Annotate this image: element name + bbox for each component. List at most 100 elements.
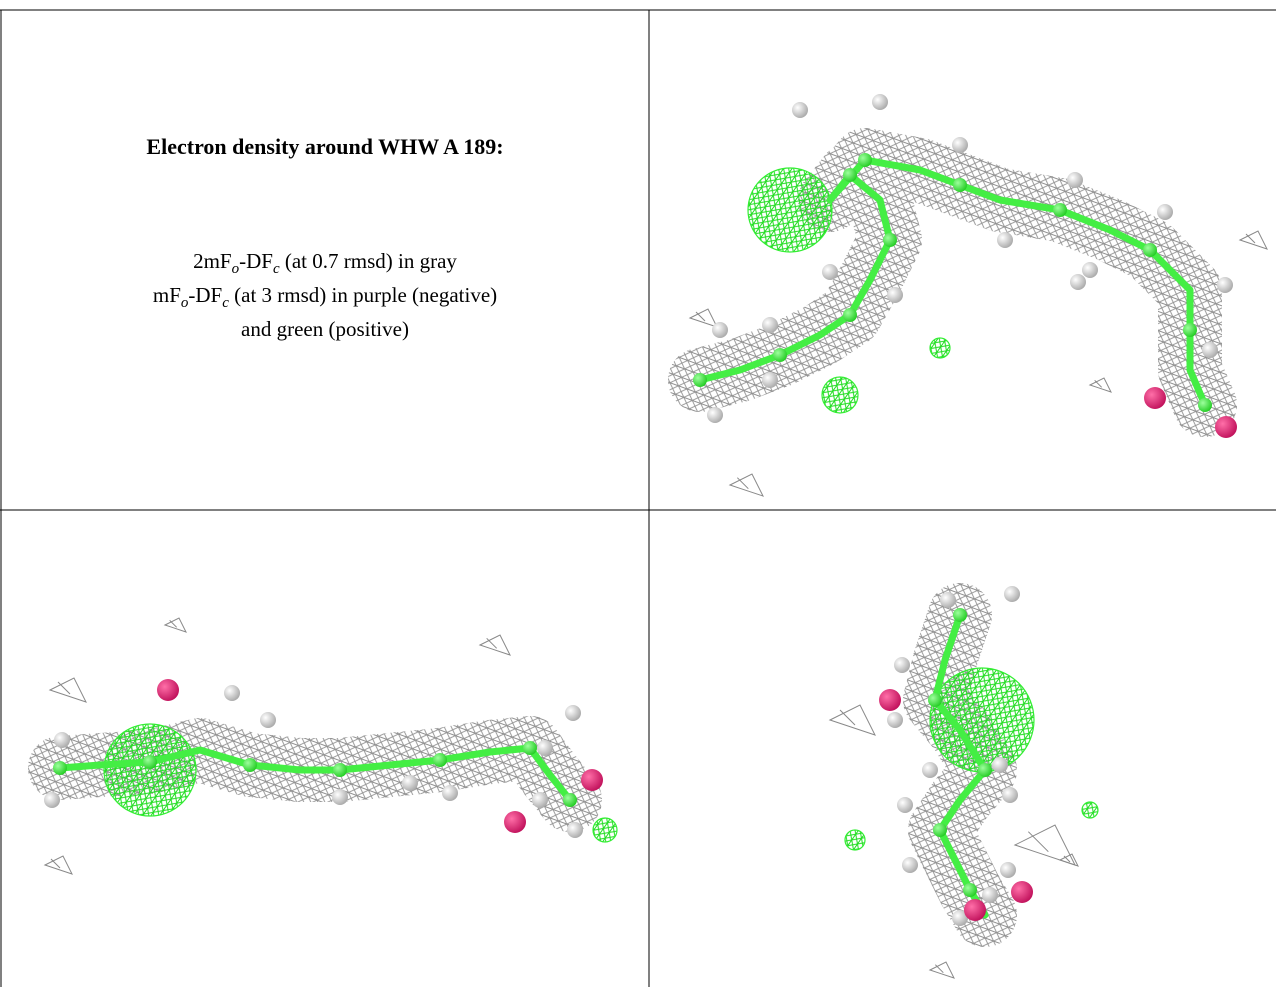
oxygen-atom xyxy=(964,899,986,921)
hydrogen-atom xyxy=(952,137,968,153)
hydrogen-atom xyxy=(1082,262,1098,278)
figure-title: Electron density around WHW A 189: xyxy=(146,134,503,159)
legend-line: 2mFo-DFc (at 0.7 rmsd) in gray xyxy=(193,249,457,277)
oxygen-atom xyxy=(879,689,901,711)
carbon-atom xyxy=(143,755,157,769)
density-fragment xyxy=(688,308,718,328)
hydrogen-atom xyxy=(442,785,458,801)
positive-density xyxy=(103,723,197,817)
legend-line: mFo-DFc (at 3 rmsd) in purple (negative) xyxy=(153,283,497,311)
carbon-atom xyxy=(773,348,787,362)
density-fragment xyxy=(48,677,87,703)
hydrogen-atom xyxy=(922,762,938,778)
hydrogen-atom xyxy=(1070,274,1086,290)
oxygen-atom xyxy=(1215,416,1237,438)
density-fragment xyxy=(1088,377,1112,393)
carbon-atom xyxy=(333,763,347,777)
hydrogen-atom xyxy=(982,887,998,903)
carbon-atom xyxy=(843,168,857,182)
carbon-atom xyxy=(693,373,707,387)
positive-density xyxy=(592,817,618,843)
oxygen-atom xyxy=(1011,881,1033,903)
hydrogen-atom xyxy=(332,789,348,805)
positive-density xyxy=(929,337,951,359)
hydrogen-atom xyxy=(992,757,1008,773)
hydrogen-atom xyxy=(712,322,728,338)
hydrogen-atom xyxy=(54,732,70,748)
legend-text: mF xyxy=(153,283,181,307)
hydrogen-atom xyxy=(897,797,913,813)
hydrogen-atom xyxy=(762,317,778,333)
density-fragment xyxy=(928,961,955,979)
carbon-atom xyxy=(243,758,257,772)
carbon-atom xyxy=(963,883,977,897)
positive-density xyxy=(1081,801,1099,819)
carbon-atom xyxy=(858,153,872,167)
hydrogen-atom xyxy=(1157,204,1173,220)
positive-density xyxy=(844,829,866,851)
positive-density xyxy=(747,167,833,253)
hydrogen-atom xyxy=(567,822,583,838)
carbon-atom xyxy=(928,693,942,707)
hydrogen-atom xyxy=(997,232,1013,248)
hydrogen-atom xyxy=(887,287,903,303)
hydrogen-atom xyxy=(887,712,903,728)
legend-text: -DF xyxy=(188,283,222,307)
carbon-atom xyxy=(933,823,947,837)
hydrogen-atom xyxy=(707,407,723,423)
legend-text: and green (positive) xyxy=(241,317,409,341)
carbon-atom xyxy=(843,308,857,322)
density-fragment xyxy=(43,855,73,875)
positive-density xyxy=(929,667,1035,773)
hydrogen-atom xyxy=(1217,277,1233,293)
hydrogen-atom xyxy=(532,792,548,808)
density-fragment xyxy=(163,617,187,633)
subscript: o xyxy=(181,295,189,311)
hydrogen-atom xyxy=(1004,586,1020,602)
hydrogen-atom xyxy=(44,792,60,808)
carbon-atom xyxy=(433,753,447,767)
hydrogen-atom xyxy=(822,264,838,280)
hydrogen-atom xyxy=(762,372,778,388)
oxygen-atom xyxy=(581,769,603,791)
hydrogen-atom xyxy=(792,102,808,118)
hydrogen-atom xyxy=(537,740,553,756)
hydrogen-atom xyxy=(1067,172,1083,188)
oxygen-atom xyxy=(504,811,526,833)
hydrogen-atom xyxy=(565,705,581,721)
hydrogen-atom xyxy=(902,857,918,873)
density-fragment xyxy=(1058,853,1079,867)
positive-density xyxy=(821,376,859,414)
hydrogen-atom xyxy=(224,685,240,701)
carbon-atom xyxy=(883,233,897,247)
subscript: o xyxy=(232,261,240,277)
legend-text: (at 0.7 rmsd) in gray xyxy=(280,249,458,273)
carbon-atom xyxy=(523,741,537,755)
carbon-atom xyxy=(53,761,67,775)
legend-line: and green (positive) xyxy=(241,317,409,341)
subscript: c xyxy=(273,261,280,277)
hydrogen-atom xyxy=(402,775,418,791)
hydrogen-atom xyxy=(1202,342,1218,358)
structure-images xyxy=(28,94,1268,979)
density-fragment xyxy=(728,473,764,497)
hydrogen-atom xyxy=(894,657,910,673)
hydrogen-atom xyxy=(1000,862,1016,878)
carbon-atom xyxy=(1183,323,1197,337)
hydrogen-atom xyxy=(260,712,276,728)
carbon-atom xyxy=(953,178,967,192)
carbon-atom xyxy=(978,763,992,777)
hydrogen-atom xyxy=(952,910,968,926)
legend-text: (at 3 rmsd) in purple (negative) xyxy=(229,283,497,307)
oxygen-atom xyxy=(1144,387,1166,409)
legend-text: -DF xyxy=(239,249,273,273)
carbon-atom xyxy=(953,608,967,622)
oxygen-atom xyxy=(157,679,179,701)
hydrogen-atom xyxy=(940,592,956,608)
density-fragment xyxy=(1013,824,1076,866)
carbon-atom xyxy=(1053,203,1067,217)
density-fragment xyxy=(828,704,876,736)
carbon-atom xyxy=(1143,243,1157,257)
